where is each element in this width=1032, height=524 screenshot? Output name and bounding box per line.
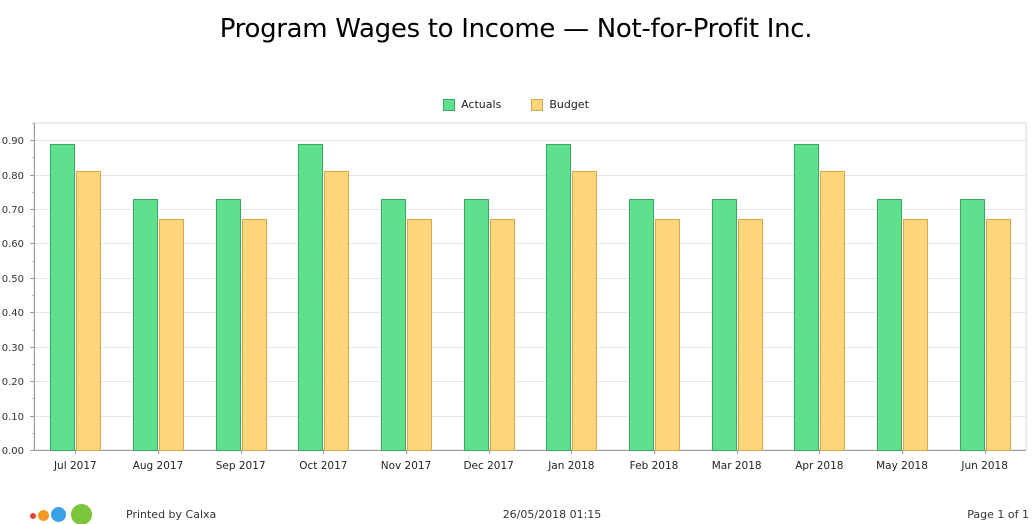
bar-actuals [50, 144, 75, 451]
x-tick-label: Apr 2018 [795, 460, 843, 472]
x-tick-label: Jul 2017 [53, 460, 97, 472]
bar-budget [738, 219, 763, 451]
bar-budget [572, 171, 597, 451]
bar-budget [490, 219, 515, 451]
bar-budget [324, 171, 349, 451]
bar-actuals [629, 199, 654, 451]
logo-dot-orange [38, 510, 49, 521]
bar-budget [159, 219, 184, 451]
y-tick-label: 0.40 [2, 308, 24, 319]
y-tick-label: 0.30 [2, 343, 24, 354]
bar-chart: 0.00 0.10 0.20 0.30 0.40 0.50 0.60 0.70 0.80 0.90… [2, 122, 1027, 472]
legend-label-actuals: Actuals [461, 98, 502, 111]
bar-actuals [133, 199, 158, 451]
bar-actuals [216, 199, 241, 451]
legend-label-budget: Budget [549, 98, 589, 111]
logo-dot-green [71, 504, 92, 524]
x-tick-label: May 2018 [876, 460, 928, 472]
x-tick-label: Mar 2018 [712, 460, 762, 472]
x-tick-label: Nov 2017 [381, 460, 432, 472]
chart-title: Program Wages to Income — Not-for-Profit… [219, 14, 813, 44]
chart-legend: Actuals Budget [0, 98, 1032, 111]
bar-actuals [960, 199, 985, 451]
bar-budget [903, 219, 928, 451]
bar-actuals [381, 199, 406, 451]
bar-budget [986, 219, 1011, 451]
y-tick-label: 0.60 [2, 239, 24, 250]
legend-swatch-actuals [443, 98, 456, 111]
bar-budget [242, 219, 267, 451]
logo-dot-blue [51, 507, 66, 522]
y-tick-label: 0.50 [2, 274, 24, 285]
printed-by: Printed by Calxa [126, 508, 217, 521]
y-tick-label: 0.20 [2, 377, 24, 388]
bar-actuals [298, 144, 323, 451]
logo-dot-red [30, 513, 36, 519]
y-tick-label: 0.00 [2, 446, 24, 457]
calxa-logo [30, 504, 100, 524]
y-tick-label: 0.70 [2, 205, 24, 216]
y-tick-label: 0.80 [2, 171, 24, 182]
x-tick-label: Jun 2018 [960, 460, 1007, 472]
bar-actuals [546, 144, 571, 451]
bar-budget [407, 219, 432, 451]
legend-item-actuals[interactable]: Actuals [443, 98, 501, 111]
page-number: Page 1 of 1 [967, 508, 1029, 521]
legend-swatch-budget [531, 98, 544, 111]
bar-actuals [712, 199, 737, 451]
bar-actuals [794, 144, 819, 451]
x-tick-label: Sep 2017 [216, 460, 266, 472]
bar-budget [76, 171, 101, 451]
bar-actuals [464, 199, 489, 451]
report-footer: Printed by Calxa 26/05/2018 01:15 Page 1… [0, 500, 1032, 524]
legend-item-budget[interactable]: Budget [531, 98, 589, 111]
bar-budget [820, 171, 845, 451]
x-tick-label: Aug 2017 [133, 460, 184, 472]
x-tick-label: Oct 2017 [299, 460, 347, 472]
y-tick-label: 0.10 [2, 412, 24, 423]
y-tick-label: 0.90 [2, 136, 24, 147]
bar-budget [655, 219, 680, 451]
bar-actuals [877, 199, 902, 451]
printed-date: 26/05/2018 01:15 [502, 508, 602, 521]
x-tick-label: Jan 2018 [547, 460, 594, 472]
x-tick-label: Feb 2018 [630, 460, 679, 472]
x-tick-label: Dec 2017 [463, 460, 513, 472]
